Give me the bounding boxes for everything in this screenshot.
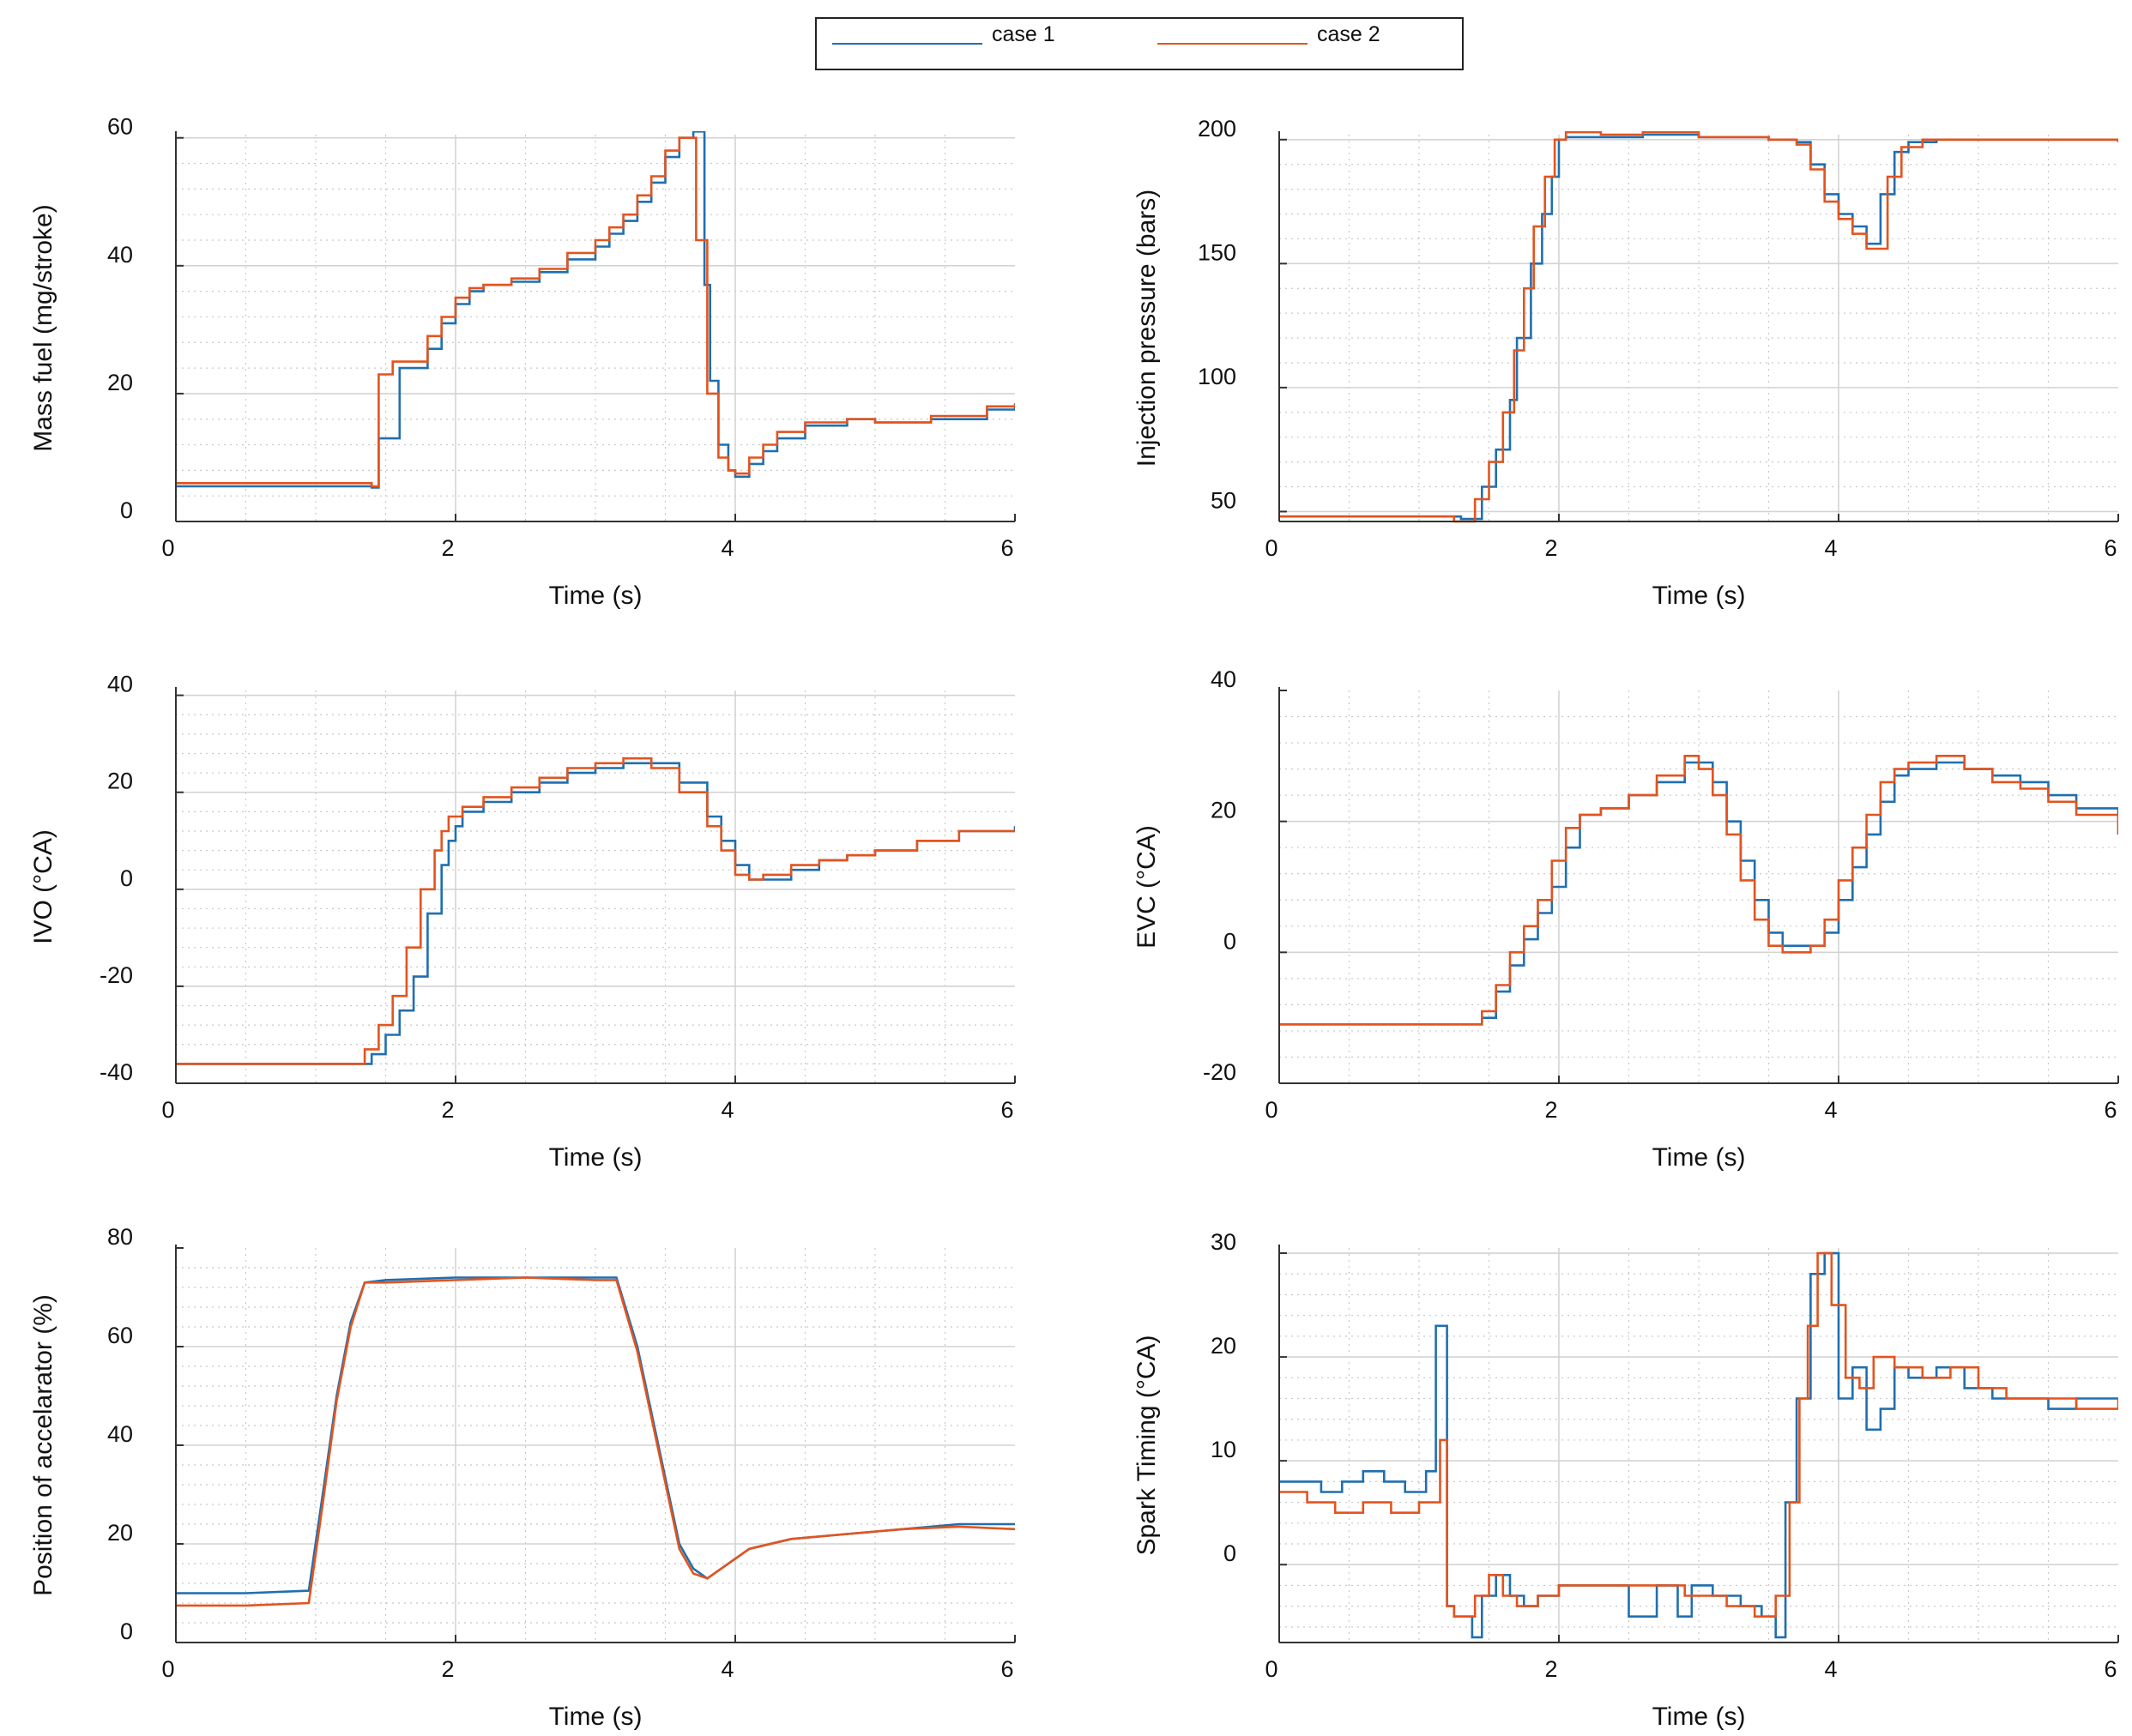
subplot-2: 0 2 4 6 50 100 150 200 Time (s) Injection pressur… bbox=[1132, 116, 2119, 610]
y-tick-label: 150 bbox=[1198, 239, 1236, 265]
x-tick-label: 2 bbox=[1544, 1097, 1557, 1123]
y-axis-label: Spark Timing (°CA) bbox=[1132, 1335, 1161, 1555]
x-axis-label: Time (s) bbox=[1652, 1703, 1746, 1731]
x-tick-label: 0 bbox=[1265, 1097, 1277, 1123]
y-tick-label: 200 bbox=[1198, 116, 1236, 142]
x-tick-label: 4 bbox=[1824, 1656, 1837, 1682]
series-line-case-2 bbox=[176, 756, 1015, 1065]
legend-line-case-1 bbox=[832, 43, 982, 45]
series-line-case-2 bbox=[1279, 1251, 2118, 1618]
x-axis-label: Time (s) bbox=[1652, 1143, 1746, 1172]
x-tick-label: 2 bbox=[1544, 535, 1557, 561]
y-tick-label: 0 bbox=[1223, 1540, 1236, 1566]
subplot-3: 0 2 4 6 -40 -20 0 20 40 Time (s) IVO (°CA) bbox=[29, 672, 1016, 1172]
y-tick-label: 0 bbox=[1223, 928, 1236, 954]
legend-label-case-2: case 2 bbox=[1317, 22, 1380, 46]
x-tick-label: 4 bbox=[721, 535, 734, 561]
x-axis-label: Time (s) bbox=[549, 582, 643, 610]
x-tick-label: 4 bbox=[1824, 535, 1837, 561]
y-axis-label: Position of accelarator (%) bbox=[29, 1294, 57, 1596]
x-tick-label: 0 bbox=[1265, 535, 1277, 561]
x-tick-label: 0 bbox=[1265, 1656, 1277, 1682]
y-tick-label: 20 bbox=[107, 1520, 133, 1546]
legend-line-case-2 bbox=[1157, 43, 1308, 45]
y-tick-label: -20 bbox=[100, 962, 133, 988]
x-tick-label: 4 bbox=[721, 1656, 734, 1682]
y-axis-label: Mass fuel (mg/stroke) bbox=[29, 204, 57, 451]
y-tick-label: 20 bbox=[107, 769, 133, 794]
legend: case 1 case 2 bbox=[815, 17, 1464, 70]
y-tick-label: 20 bbox=[1211, 1333, 1236, 1359]
legend-label-case-1: case 1 bbox=[992, 22, 1055, 46]
x-tick-label: 4 bbox=[721, 1097, 734, 1123]
x-axis-label: Time (s) bbox=[549, 1143, 643, 1172]
y-tick-label: 10 bbox=[1211, 1437, 1236, 1462]
x-tick-label: 0 bbox=[161, 535, 174, 561]
x-tick-label: 2 bbox=[1544, 1656, 1557, 1682]
series-line-case-2 bbox=[176, 136, 1015, 488]
y-axis-label: IVO (°CA) bbox=[29, 829, 57, 944]
series-line-case-1 bbox=[176, 131, 1015, 489]
y-tick-label: 0 bbox=[120, 497, 133, 523]
series-line-case-2 bbox=[1279, 755, 2118, 1026]
y-tick-label: 20 bbox=[107, 370, 133, 395]
x-tick-label: 6 bbox=[2104, 1097, 2117, 1123]
y-tick-label: 40 bbox=[107, 242, 133, 268]
subplot-4: 0 2 4 6 -20 0 20 40 Time (s) EVC (°CA) bbox=[1132, 666, 2119, 1172]
y-tick-label: 40 bbox=[107, 1421, 133, 1447]
y-tick-label: 20 bbox=[1211, 798, 1236, 823]
y-tick-label: -40 bbox=[100, 1059, 133, 1085]
x-tick-label: 6 bbox=[2104, 1656, 2117, 1682]
y-tick-label: 30 bbox=[1211, 1229, 1236, 1255]
x-tick-label: 6 bbox=[1000, 535, 1013, 561]
y-tick-label: 40 bbox=[1211, 666, 1236, 692]
x-tick-label: 2 bbox=[441, 535, 454, 561]
y-tick-label: 60 bbox=[107, 1323, 133, 1348]
x-tick-label: 6 bbox=[2104, 535, 2117, 561]
y-tick-label: 100 bbox=[1198, 364, 1236, 389]
y-tick-label: -20 bbox=[1203, 1059, 1236, 1085]
x-axis-label: Time (s) bbox=[1652, 582, 1746, 610]
x-tick-label: 0 bbox=[161, 1097, 174, 1123]
x-tick-label: 2 bbox=[441, 1097, 454, 1123]
series-line-case-2 bbox=[176, 1276, 1015, 1607]
subplot-6: 0 2 4 6 0 10 20 30 Time (s) Spark Timing (°CA) bbox=[1132, 1229, 2119, 1731]
x-tick-label: 2 bbox=[441, 1656, 454, 1682]
y-axis-label: EVC (°CA) bbox=[1132, 825, 1161, 949]
x-axis-label: Time (s) bbox=[549, 1703, 643, 1731]
y-tick-label: 0 bbox=[120, 1618, 133, 1644]
y-tick-label: 60 bbox=[107, 114, 133, 140]
x-tick-label: 4 bbox=[1824, 1097, 1837, 1123]
x-tick-label: 6 bbox=[1000, 1656, 1013, 1682]
y-tick-label: 0 bbox=[120, 865, 133, 891]
x-tick-label: 0 bbox=[161, 1656, 174, 1682]
series-line-case-2 bbox=[1279, 131, 2118, 523]
y-tick-label: 50 bbox=[1211, 487, 1236, 513]
y-tick-label: 80 bbox=[107, 1224, 133, 1250]
x-tick-label: 6 bbox=[1000, 1097, 1013, 1123]
y-tick-label: 40 bbox=[107, 672, 133, 697]
y-axis-label: Injection pressure (bars) bbox=[1132, 190, 1161, 467]
